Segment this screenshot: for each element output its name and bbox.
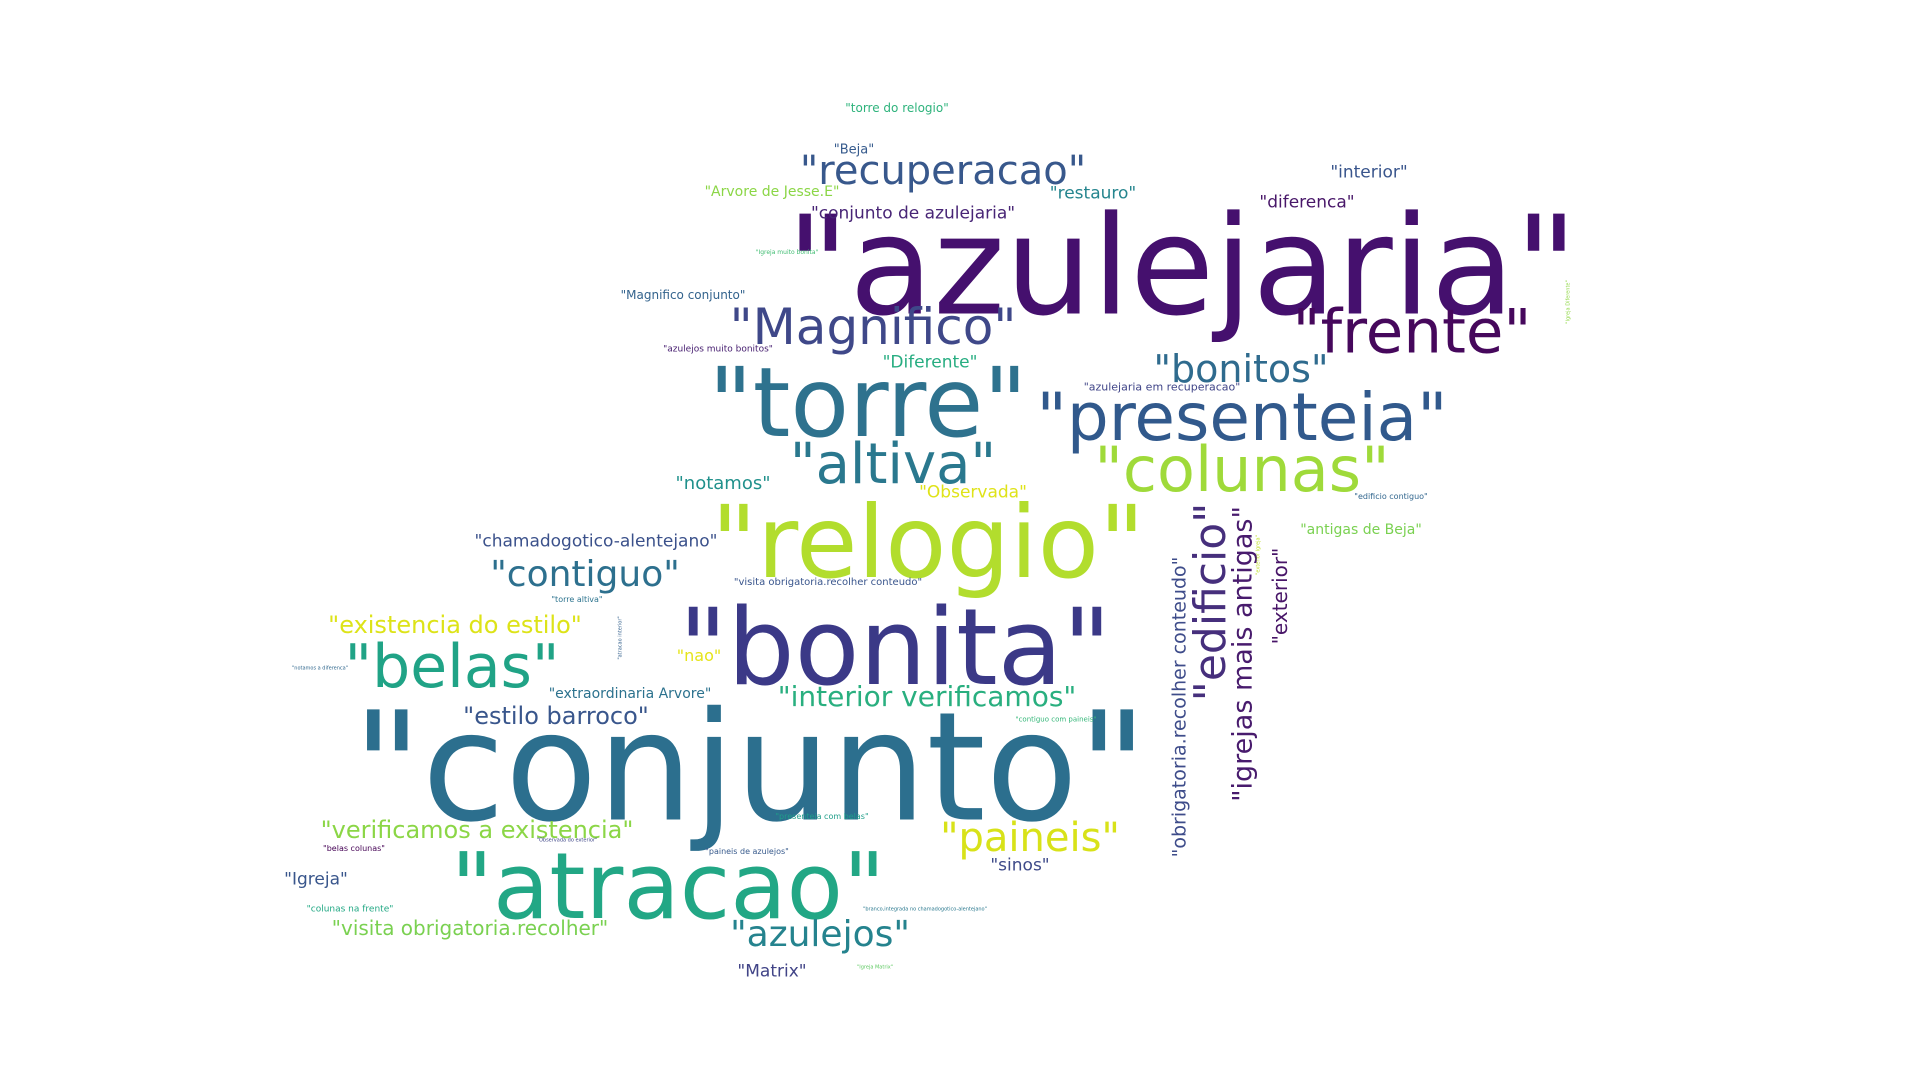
word-paineis-de-azulejos: "paineis de azulejos" xyxy=(705,847,789,856)
word-verificamos-a-existencia: "verificamos a existencia" xyxy=(320,816,634,844)
word-chamadogotico-alentejano: "chamadogotico-alentejano" xyxy=(474,531,718,552)
word-azulejaria: "azulejaria" xyxy=(786,187,1578,347)
word-exterior-igreja: "exterior Igreja" xyxy=(1255,535,1262,575)
word-diferente: "Diferente" xyxy=(882,352,978,373)
word-igreja-matrix: "Igreja Matrix" xyxy=(856,964,894,971)
word-igrejas-mais-antigas: "igrejas mais antigas" xyxy=(1227,506,1259,802)
word-relogio: "relogio" xyxy=(711,484,1145,601)
word-torre-altiva: "torre altiva" xyxy=(551,595,603,604)
word-antigas-de-beja: "antigas de Beja" xyxy=(1300,522,1422,538)
word-altiva: "altiva" xyxy=(789,432,997,497)
word-recuperacao: "recuperacao" xyxy=(799,148,1087,194)
word-obrigatoria-recolher-conteudo: "obrigatoria.recolher conteudo" xyxy=(1168,556,1191,858)
word-notamos: "notamos" xyxy=(675,473,771,494)
word-magnifico-conjunto: "Magnifico conjunto" xyxy=(620,288,746,302)
word-azulejos: "azulejos" xyxy=(730,914,910,955)
word-bonitos: "bonitos" xyxy=(1153,347,1329,391)
word-visita-obrigatoria-recolher-conteudo: "visita obrigatoria.recolher conteudo" xyxy=(733,577,923,588)
word-edificio: "edificio" xyxy=(1185,502,1236,702)
word-presenteia-com-belas: "presenteia com belas" xyxy=(775,812,869,821)
word-presenteia: "presenteia" xyxy=(1036,379,1448,456)
word-contiguo: "contiguo" xyxy=(490,554,680,595)
word-observada: "Observada" xyxy=(919,482,1027,503)
word-visita-obrigatoria-recolher: "visita obrigatoria.recolher" xyxy=(331,916,609,940)
word-colunas: "colunas" xyxy=(1094,433,1390,506)
word-frente: "frente" xyxy=(1292,296,1532,368)
word-edificio-contiguo: "edificio contiguo" xyxy=(1354,492,1428,501)
word-matrix: "Matrix" xyxy=(737,961,807,982)
word-beja: "Beja" xyxy=(833,142,875,158)
word-extraordinaria-arvore: "extraordinaria Arvore" xyxy=(548,686,712,702)
word-estilo-barroco: "estilo barroco" xyxy=(463,702,649,730)
word-contiguo-com-paineis: "contiguo com paineis" xyxy=(1015,715,1097,724)
word-interior: "interior" xyxy=(1330,162,1408,183)
word-belas-colunas: "belas colunas" xyxy=(323,844,385,853)
word-atracao: "atracao" xyxy=(450,833,886,940)
word-torre: "torre" xyxy=(708,347,1028,459)
word-colunas-na-frente: "colunas na frente" xyxy=(306,904,394,915)
word-igreja-muito-bonita: "Igreja muito bonita" xyxy=(755,249,819,256)
word-conjunto: "conjunto" xyxy=(352,679,1148,856)
word-magnifico: "Magnifico" xyxy=(729,298,1017,356)
word-atracao-interior: "atracao interior" xyxy=(617,616,624,660)
word-azulejaria-em-recuperacao: "azulejaria em recuperacao" xyxy=(1083,380,1241,394)
word-diferenca: "diferenca" xyxy=(1259,192,1355,213)
word-sinos: "sinos" xyxy=(990,855,1050,876)
word-exterior: "exterior" xyxy=(1268,547,1292,645)
word-conjunto-de-azulejaria: "conjunto de azulejaria" xyxy=(810,203,1016,224)
word-notamos-a-diferenca: "notamos a diferenca" xyxy=(291,665,349,672)
word-bonita: "bonita" xyxy=(678,586,1112,709)
word-observada-do-exterior: "Observada do exterior" xyxy=(536,837,598,844)
word-igreja: "Igreja" xyxy=(284,869,348,890)
word-existencia-do-estilo: "existencia do estilo" xyxy=(328,611,582,639)
word-igreja-diferente: "Igreja Diferente" xyxy=(1565,280,1572,324)
word-nao: "nao" xyxy=(676,646,722,665)
word-paineis: "paineis" xyxy=(940,815,1120,861)
word-arvore-de-jesse: "Arvore de Jesse.E" xyxy=(704,184,840,200)
word-branco-integrada: "branco,integrada no chamadogotico-alent… xyxy=(863,906,987,913)
word-restauro: "restauro" xyxy=(1049,183,1137,204)
word-azulejos-muito-bonitos: "azulejos muito bonitos" xyxy=(663,344,773,355)
word-belas: "belas" xyxy=(344,632,560,702)
word-interior-verificamos: "interior verificamos" xyxy=(777,680,1077,713)
word-torre-do-relogio: "torre do relogio" xyxy=(845,101,949,115)
